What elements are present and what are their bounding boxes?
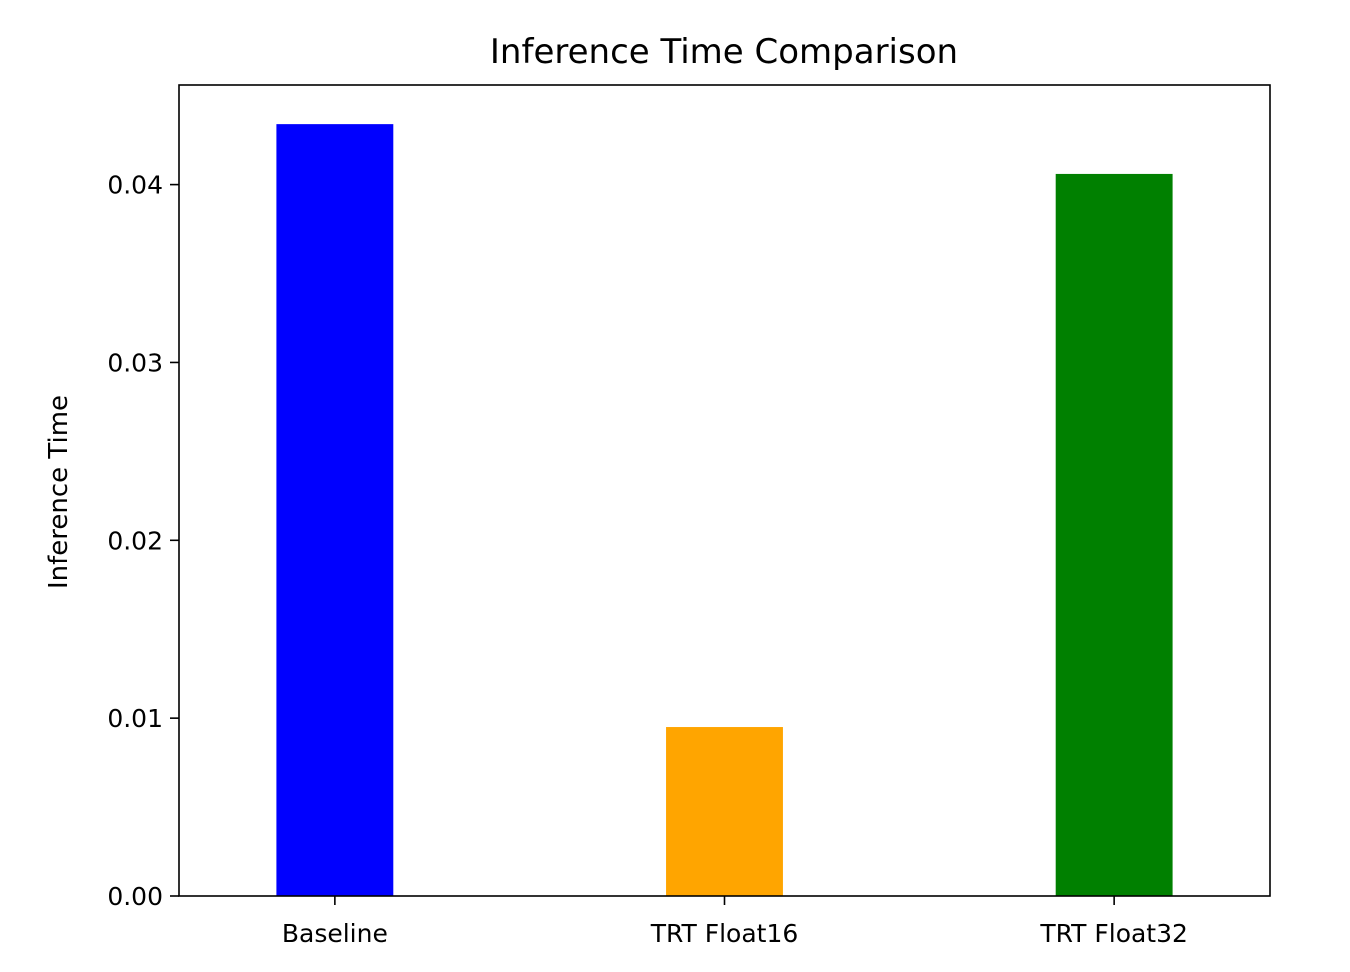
x-tick-label: Baseline: [282, 919, 388, 948]
bar-trt-float16: [666, 727, 783, 896]
y-tick-label: 0.00: [107, 882, 163, 911]
bar-baseline: [276, 124, 394, 896]
y-tick-label: 0.01: [107, 704, 163, 733]
x-axis-ticks: Baseline TRT Float16 TRT Float32: [282, 896, 1188, 948]
x-tick-label: TRT Float16: [650, 919, 799, 948]
y-tick-label: 0.03: [107, 348, 163, 377]
axes-frame: [178, 84, 1271, 897]
chart-title: Inference Time Comparison: [490, 32, 958, 72]
y-tick-label: 0.04: [107, 171, 163, 200]
y-axis-ticks: 0.00 0.01 0.02 0.03 0.04: [107, 171, 179, 911]
bar-trt-float32: [1055, 173, 1173, 896]
bars-group: [276, 124, 1173, 896]
y-tick-label: 0.02: [107, 526, 163, 555]
y-axis-label: Inference Time: [44, 395, 74, 589]
x-tick-label: TRT Float32: [1039, 919, 1188, 948]
